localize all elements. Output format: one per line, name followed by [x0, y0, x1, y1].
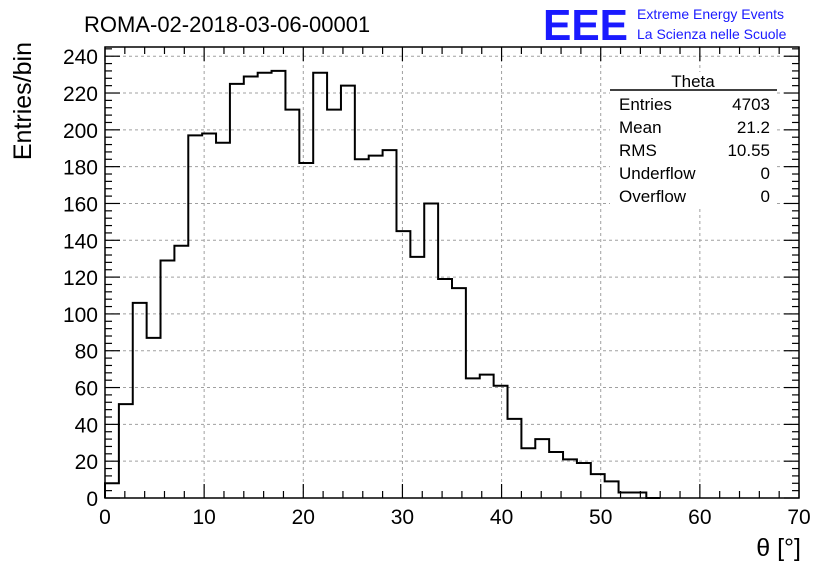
y-tick-label: 180 [63, 157, 98, 180]
histogram-series [104, 69, 661, 499]
eee-logo-line1: Extreme Energy Events [637, 6, 784, 22]
plot-frame [104, 46, 800, 499]
stats-box: Theta Entries 4703 Mean 21.2 RMS 10.55 Underfl… [610, 72, 777, 208]
y-tick-label: 0 [86, 488, 98, 511]
y-tick-label: 160 [63, 193, 98, 216]
y-tick-label: 220 [63, 83, 98, 106]
y-tick-label: 100 [63, 304, 98, 327]
stats-row-value: 0 [761, 164, 770, 183]
stats-row-value: 4703 [732, 95, 770, 114]
axis-ticks [104, 47, 800, 499]
y-tick-label: 120 [63, 267, 98, 290]
y-tick-label: 80 [75, 341, 98, 364]
eee-logo-mark: EEE [543, 1, 628, 50]
y-tick-label: 200 [63, 120, 98, 143]
y-tick-label: 240 [63, 46, 98, 69]
y-tick-labels: 0 20 40 60 80 100 120 140 160 180 200 220 240 [63, 46, 98, 511]
x-tick-label: 30 [391, 506, 414, 529]
x-tick-label: 70 [787, 506, 810, 529]
x-axis-label: θ [°] [756, 534, 801, 562]
stats-title: Theta [671, 72, 715, 91]
stats-row-label: Entries [619, 95, 672, 114]
stats-row-value: 0 [761, 187, 770, 206]
y-tick-label: 40 [75, 414, 98, 437]
y-tick-label: 60 [75, 378, 98, 401]
stats-row-value: 10.55 [727, 141, 770, 160]
x-tick-label: 60 [688, 506, 711, 529]
stats-row-label: Underflow [619, 164, 696, 183]
eee-logo-line2: La Scienza nelle Scuole [637, 26, 787, 42]
stats-row-value: 21.2 [737, 118, 770, 137]
y-tick-label: 20 [75, 451, 98, 474]
x-tick-label: 10 [192, 506, 215, 529]
x-tick-label: 20 [292, 506, 315, 529]
stats-row-label: Mean [619, 118, 662, 137]
y-axis-label: Entries/bin [9, 42, 37, 160]
chart-title: ROMA-02-2018-03-06-00001 [84, 12, 370, 37]
stats-rows: Entries 4703 Mean 21.2 RMS 10.55 Underflow 0 Ove… [619, 95, 770, 206]
stats-row-label: RMS [619, 141, 657, 160]
stats-row-label: Overflow [619, 187, 687, 206]
eee-logo: EEE Extreme Energy Events La Scienza nel… [543, 1, 787, 50]
x-tick-labels: 0 10 20 30 40 50 60 70 [99, 506, 811, 529]
x-tick-label: 50 [589, 506, 612, 529]
y-tick-label: 140 [63, 230, 98, 253]
x-tick-label: 0 [99, 506, 111, 529]
x-tick-label: 40 [490, 506, 513, 529]
